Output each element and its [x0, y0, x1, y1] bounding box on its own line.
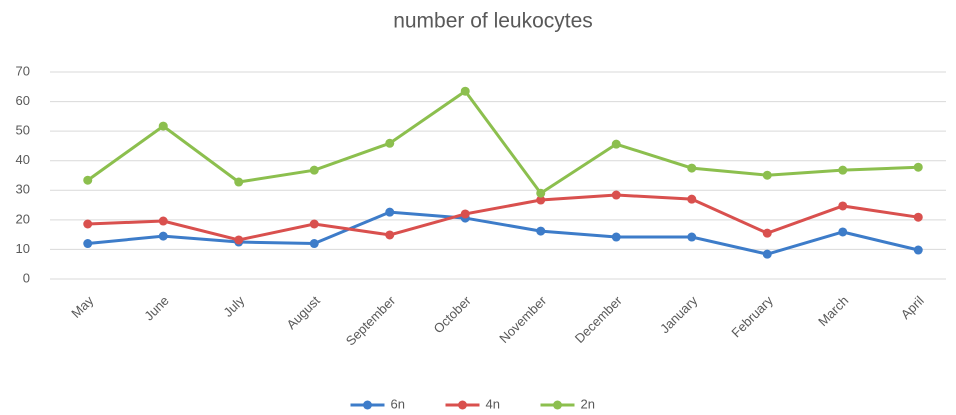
legend-marker — [553, 400, 562, 410]
data-point — [234, 235, 244, 245]
data-point — [536, 195, 546, 205]
data-point — [913, 212, 923, 222]
series-line — [86, 89, 919, 196]
x-tick-label: December — [572, 292, 625, 345]
series-line — [87, 193, 919, 242]
y-tick-label: 40 — [16, 152, 30, 167]
series-line — [87, 210, 919, 256]
legend-marker — [363, 400, 372, 410]
x-tick-label: September — [343, 292, 399, 348]
x-tick-label: April — [898, 293, 927, 322]
legend-label: 4n — [486, 396, 500, 411]
data-point — [762, 249, 772, 259]
data-point — [385, 207, 395, 217]
data-point — [158, 216, 168, 226]
data-point — [309, 165, 319, 175]
x-tick-label: June — [141, 293, 172, 324]
data-point — [309, 219, 319, 229]
data-point — [913, 162, 923, 172]
data-point — [687, 163, 697, 173]
data-point — [762, 170, 772, 180]
y-tick-label: 10 — [16, 241, 30, 256]
y-tick-label: 30 — [16, 182, 30, 197]
data-point — [385, 138, 395, 148]
data-point — [536, 188, 546, 198]
x-tick-label: October — [430, 292, 474, 336]
data-point — [838, 201, 848, 211]
data-point — [838, 227, 848, 237]
data-point — [611, 190, 621, 200]
data-point — [838, 165, 848, 175]
data-point — [762, 228, 772, 238]
x-tick-label: January — [657, 293, 701, 337]
data-point — [611, 139, 621, 149]
x-tick-label: May — [68, 293, 96, 321]
data-point — [158, 231, 168, 241]
data-point — [83, 219, 93, 229]
data-point — [687, 232, 697, 242]
y-tick-label: 70 — [16, 63, 30, 78]
y-tick-label: 50 — [16, 123, 30, 138]
y-tick-label: 0 — [23, 270, 30, 285]
data-point — [158, 121, 168, 131]
x-tick-label: February — [728, 293, 776, 341]
data-point — [611, 232, 621, 242]
x-tick-label: July — [220, 293, 247, 320]
data-point — [460, 209, 470, 219]
data-point — [309, 239, 319, 249]
legend-label: 2n — [581, 396, 595, 411]
y-tick-label: 20 — [16, 211, 30, 226]
legend-marker — [458, 400, 467, 410]
data-point — [460, 86, 470, 96]
x-tick-label: March — [815, 293, 851, 329]
x-tick-label: November — [496, 292, 549, 345]
legend-label: 6n — [391, 396, 405, 411]
data-point — [234, 177, 244, 187]
data-point — [687, 194, 697, 204]
data-point — [913, 245, 923, 255]
data-point — [385, 230, 395, 240]
data-point — [83, 175, 93, 185]
y-tick-label: 60 — [16, 93, 30, 108]
chart-title: number of leukocytes — [393, 10, 593, 33]
x-tick-label: August — [284, 293, 323, 332]
data-point — [83, 239, 93, 249]
data-point — [536, 226, 546, 236]
